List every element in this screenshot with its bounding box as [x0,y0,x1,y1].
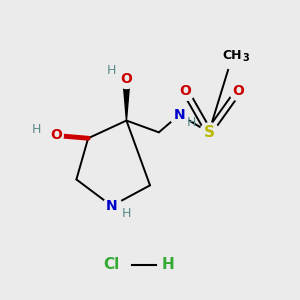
Text: 3: 3 [242,53,249,63]
Polygon shape [123,79,130,121]
Text: S: S [203,125,214,140]
Text: O: O [121,72,132,86]
Text: O: O [50,128,62,142]
Text: N: N [174,108,185,122]
Text: H: H [32,123,41,136]
Text: O: O [232,84,244,98]
Text: H: H [122,207,131,220]
Text: Cl: Cl [103,257,120,272]
Text: H: H [187,116,196,128]
Text: N: N [106,199,118,213]
Text: O: O [179,84,191,98]
Text: H: H [107,64,116,77]
Text: H: H [161,257,174,272]
Text: CH: CH [223,49,242,62]
